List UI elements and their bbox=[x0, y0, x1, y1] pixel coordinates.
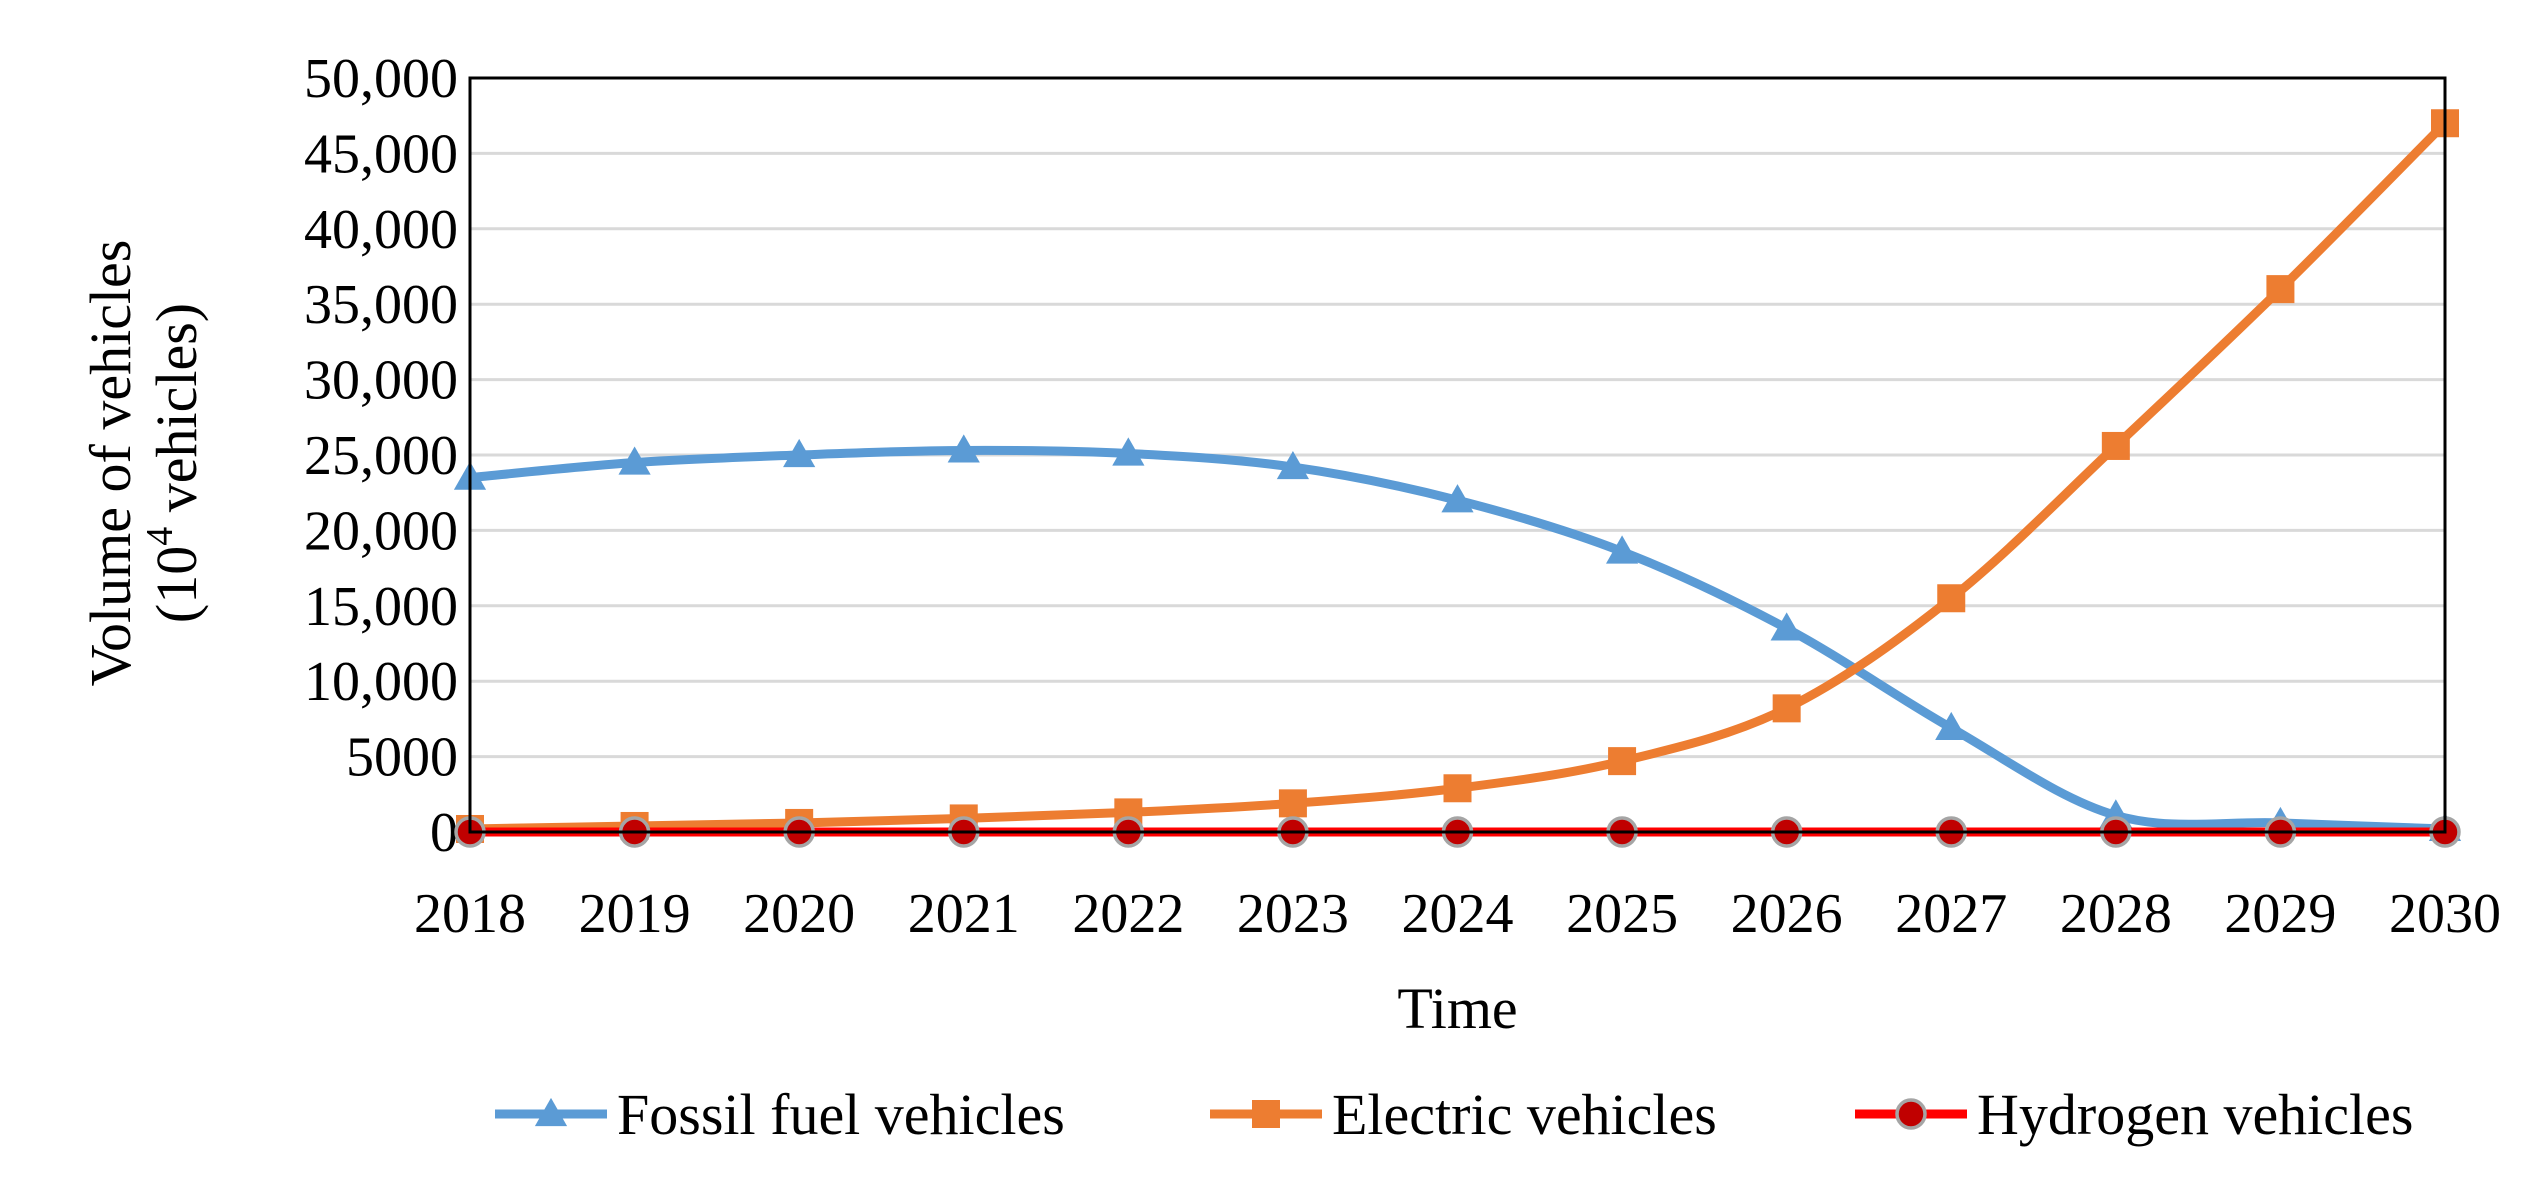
y-axis-ticks: 0 5000 10,000 15,000 20,000 25,000 30,000 35,00… bbox=[304, 48, 458, 864]
electric-point-marker bbox=[1252, 1100, 1280, 1128]
x-tick-label: 2026 bbox=[1731, 883, 1843, 945]
electric-point-marker bbox=[2101, 431, 2130, 460]
x-axis-ticks: 2018 2019 2020 2021 2022 2023 2024 2025 2026 2027… bbox=[414, 883, 2501, 945]
y-tick-label: 35,000 bbox=[304, 274, 458, 336]
y-tick-label: 0 bbox=[430, 802, 458, 864]
fossil-point-marker bbox=[783, 438, 816, 468]
legend: Fossil fuel vehicles Electric vehicles Hyd… bbox=[495, 1082, 2413, 1147]
y-axis-title-line2: (104 vehicles) bbox=[139, 303, 209, 623]
y-axis-unit-exponent: 4 bbox=[139, 527, 181, 546]
x-tick-label: 2024 bbox=[1402, 883, 1514, 945]
x-tick-label: 2019 bbox=[579, 883, 691, 945]
fossil-point-marker bbox=[1770, 612, 1803, 641]
legend-label: Electric vehicles bbox=[1332, 1082, 1717, 1147]
x-tick-label: 2018 bbox=[414, 883, 526, 945]
x-tick-label: 2023 bbox=[1237, 883, 1349, 945]
series-lines bbox=[453, 109, 2462, 848]
series-electric bbox=[456, 109, 2459, 843]
y-tick-label: 10,000 bbox=[304, 651, 458, 713]
fossil-point-marker bbox=[1935, 711, 1968, 741]
y-tick-label: 20,000 bbox=[304, 500, 458, 562]
y-tick-label: 45,000 bbox=[304, 123, 458, 185]
electric-point-marker bbox=[2266, 275, 2295, 304]
electric-point-marker bbox=[1772, 694, 1801, 723]
electric-point-marker bbox=[1608, 747, 1637, 776]
fossil-point-marker bbox=[1112, 437, 1145, 466]
legend-item-hydrogen: Hydrogen vehicles bbox=[1855, 1082, 2413, 1147]
electric-point-marker bbox=[1278, 789, 1307, 818]
fossil-point-marker bbox=[534, 1097, 568, 1127]
x-tick-label: 2022 bbox=[1072, 883, 1184, 945]
x-axis-title: Time bbox=[1397, 976, 1517, 1041]
y-tick-label: 30,000 bbox=[304, 350, 458, 412]
legend-label: Fossil fuel vehicles bbox=[617, 1082, 1065, 1147]
y-axis-unit-label: vehicles) bbox=[144, 303, 209, 527]
y-tick-label: 5000 bbox=[346, 727, 458, 789]
electric-point-marker bbox=[1443, 774, 1472, 803]
fossil-point-marker bbox=[1605, 535, 1639, 564]
x-tick-label: 2027 bbox=[1895, 883, 2007, 945]
x-tick-label: 2021 bbox=[908, 883, 1020, 945]
electric-point-marker bbox=[1937, 584, 1966, 613]
fossil-point-marker bbox=[947, 434, 980, 463]
fossil-point-marker bbox=[618, 446, 651, 475]
x-tick-label: 2029 bbox=[2224, 883, 2336, 945]
x-tick-label: 2025 bbox=[1566, 883, 1678, 945]
y-axis-unit-base: (10 bbox=[144, 546, 209, 623]
fossil-point-marker bbox=[1441, 484, 1474, 513]
y-tick-label: 15,000 bbox=[304, 576, 458, 638]
y-tick-label: 25,000 bbox=[304, 425, 458, 487]
legend-item-electric: Electric vehicles bbox=[1210, 1082, 1717, 1147]
hydrogen-point-marker bbox=[1895, 1098, 1927, 1130]
x-tick-label: 2020 bbox=[743, 883, 855, 945]
legend-item-fossil: Fossil fuel vehicles bbox=[495, 1082, 1065, 1147]
legend-label: Hydrogen vehicles bbox=[1977, 1082, 2413, 1147]
y-axis-title-line1: Volume of vehicles bbox=[78, 240, 143, 687]
plot-area-frame bbox=[468, 76, 2447, 834]
y-tick-label: 50,000 bbox=[304, 48, 458, 110]
fossil-point-marker bbox=[1276, 450, 1310, 480]
y-axis-title: Volume of vehicles (104 vehicles) bbox=[78, 240, 209, 687]
y-tick-label: 40,000 bbox=[304, 199, 458, 261]
x-tick-label: 2030 bbox=[2389, 883, 2501, 945]
x-tick-label: 2028 bbox=[2060, 883, 2172, 945]
